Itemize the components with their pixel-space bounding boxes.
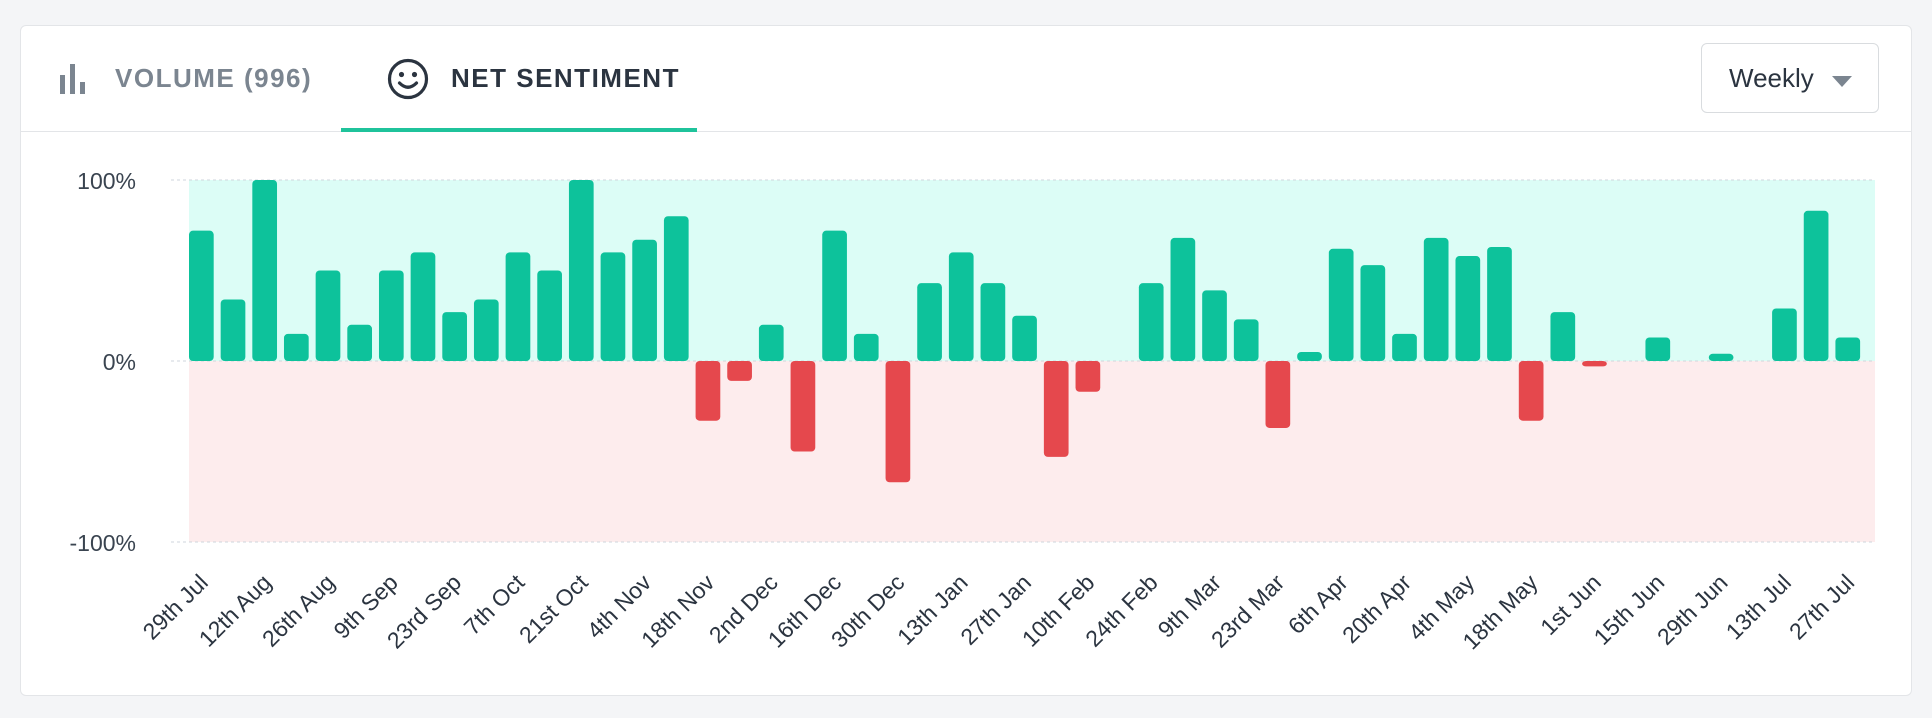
negative-bar [885,361,911,483]
negative-bar [790,361,816,452]
positive-bar [220,299,246,361]
positive-bar [252,180,278,361]
y-tick-label: 0% [103,349,136,375]
positive-bar [1772,308,1797,361]
positive-bar [473,299,499,361]
positive-bar [600,252,626,361]
positive-bar [1423,237,1449,361]
positive-bar [1202,290,1227,361]
positive-bar [442,312,467,361]
sentiment-card: VOLUME (996) NET SENTIMENT Weekly 100% 0%… [20,25,1912,696]
positive-bar [1297,351,1322,361]
positive-bar [632,239,657,361]
positive-bar [1803,210,1829,361]
smiley-face-icon [387,58,429,100]
positive-bar [283,333,309,361]
positive-bar [378,270,404,361]
positive-bar [663,216,689,361]
positive-bar [568,180,594,361]
negative-bar [1518,361,1544,421]
positive-bar [917,283,942,361]
tab-volume[interactable]: VOLUME (996) [57,26,337,131]
positive-bar [505,252,531,361]
negative-bar [1043,361,1069,457]
negative-bar [1075,361,1101,392]
x-tick-label: 20th Apr [1337,569,1416,648]
positive-bar [1138,283,1164,361]
positive-bar [1328,248,1354,361]
positive-bar [1708,353,1734,361]
negative-bar [727,361,752,381]
positive-bar [410,252,436,361]
positive-bar [980,283,1006,361]
x-tick-label: 29th Jun [1652,569,1733,650]
positive-bar [1012,315,1037,361]
positive-bar [1550,312,1576,361]
y-tick-label: -100% [70,530,136,556]
y-tick-label: 100% [77,168,136,194]
positive-bar [1360,265,1386,361]
negative-bar [695,361,721,421]
tab-volume-label: VOLUME (996) [115,63,313,93]
positive-bar [1392,333,1417,361]
positive-bar [347,324,373,361]
caret-down-icon [1832,74,1852,92]
positive-bar [822,230,847,361]
period-select-value: Weekly [1729,62,1814,93]
negative-band [189,361,1875,542]
tab-net-sentiment[interactable]: NET SENTIMENT [341,26,697,132]
positive-bar [189,230,214,361]
positive-bar [1455,256,1481,361]
x-tick-label: 13th Jul [1721,569,1796,644]
bar-chart-icon [57,63,89,94]
positive-bar [1487,246,1512,361]
period-select[interactable]: Weekly [1701,43,1879,113]
positive-bar [537,270,562,361]
positive-bar [853,333,879,361]
positive-bar [1835,337,1861,361]
negative-bar [1265,361,1291,428]
positive-bar [1233,319,1259,361]
negative-bar [1582,361,1607,367]
positive-bar [315,270,341,361]
tab-bar: VOLUME (996) NET SENTIMENT Weekly [21,26,1911,132]
positive-bar [948,252,974,361]
x-tick-label: 27th Jul [1784,569,1859,644]
positive-bar [1170,237,1196,361]
positive-bar [758,324,784,361]
x-tick-label: 21st Oct [514,569,593,648]
tab-net-sentiment-label: NET SENTIMENT [451,63,680,93]
positive-bar [1645,337,1671,361]
